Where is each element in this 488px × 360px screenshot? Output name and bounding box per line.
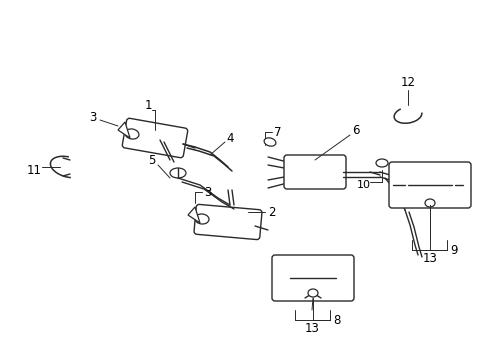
Ellipse shape bbox=[307, 289, 317, 297]
Text: 10: 10 bbox=[356, 180, 370, 190]
Text: 1: 1 bbox=[144, 99, 151, 112]
Polygon shape bbox=[187, 207, 200, 223]
FancyBboxPatch shape bbox=[388, 162, 470, 208]
Text: 8: 8 bbox=[333, 314, 340, 327]
FancyBboxPatch shape bbox=[122, 118, 187, 158]
Text: 5: 5 bbox=[148, 153, 155, 166]
Ellipse shape bbox=[170, 168, 185, 178]
Text: 12: 12 bbox=[400, 76, 415, 89]
FancyBboxPatch shape bbox=[194, 204, 262, 239]
Text: 9: 9 bbox=[449, 243, 457, 256]
Ellipse shape bbox=[195, 214, 208, 224]
Ellipse shape bbox=[424, 199, 434, 207]
Text: 3: 3 bbox=[89, 111, 97, 123]
Text: 13: 13 bbox=[304, 321, 319, 334]
Text: 4: 4 bbox=[226, 131, 233, 144]
Text: 2: 2 bbox=[268, 206, 275, 219]
Text: 7: 7 bbox=[274, 126, 281, 139]
Polygon shape bbox=[118, 122, 130, 138]
Text: 11: 11 bbox=[26, 163, 41, 176]
Text: 6: 6 bbox=[351, 123, 359, 136]
Ellipse shape bbox=[264, 138, 275, 146]
Text: 13: 13 bbox=[422, 252, 437, 265]
Text: 3: 3 bbox=[204, 185, 211, 198]
Ellipse shape bbox=[375, 159, 387, 167]
Ellipse shape bbox=[125, 129, 139, 139]
FancyBboxPatch shape bbox=[284, 155, 346, 189]
FancyBboxPatch shape bbox=[271, 255, 353, 301]
